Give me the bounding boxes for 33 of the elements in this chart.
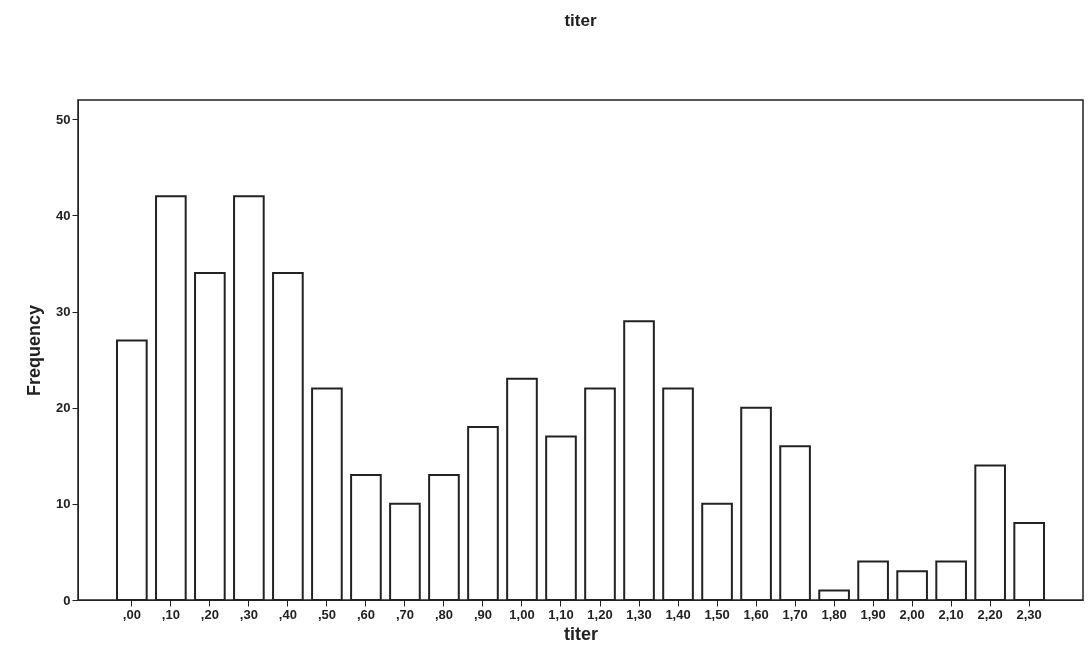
x-tick-label: 1,00 bbox=[509, 606, 535, 622]
y-tick-label: 10 bbox=[56, 496, 71, 512]
chart-title: titer bbox=[564, 11, 597, 30]
y-tick-label: 0 bbox=[63, 592, 71, 608]
x-tick-label: 2,30 bbox=[1016, 606, 1042, 622]
x-tick-label: 1,50 bbox=[704, 606, 730, 622]
x-tick-label: 2,00 bbox=[899, 606, 925, 622]
y-tick-label: 30 bbox=[56, 304, 71, 320]
x-tick-label: 1,30 bbox=[626, 606, 652, 622]
x-tick-label: 1,10 bbox=[548, 606, 574, 622]
x-tick-label: 2,10 bbox=[938, 606, 964, 622]
x-tick-label: ,20 bbox=[200, 606, 219, 622]
x-tick-label: ,80 bbox=[434, 606, 453, 622]
x-tick-label: ,60 bbox=[356, 606, 375, 622]
x-tick-label: ,40 bbox=[278, 606, 297, 622]
y-tick-label: 20 bbox=[56, 400, 71, 416]
x-tick-label: 1,20 bbox=[587, 606, 613, 622]
x-tick-label: 1,70 bbox=[782, 606, 808, 622]
x-tick-label: ,00 bbox=[122, 606, 141, 622]
y-axis-title: Frequency bbox=[24, 304, 45, 397]
x-tick-label: 1,60 bbox=[743, 606, 769, 622]
x-tick-label: 1,90 bbox=[860, 606, 886, 622]
x-tick-label: ,50 bbox=[317, 606, 336, 622]
x-tick-label: ,90 bbox=[473, 606, 492, 622]
y-tick-label: 50 bbox=[56, 111, 71, 127]
y-tick-label: 40 bbox=[56, 207, 71, 223]
x-tick-label: ,70 bbox=[395, 606, 414, 622]
x-tick-label: ,30 bbox=[239, 606, 258, 622]
x-tick-label: ,10 bbox=[161, 606, 180, 622]
x-tick-label: 1,80 bbox=[821, 606, 847, 622]
x-tick-label: 1,40 bbox=[665, 606, 691, 622]
x-axis-title: titer bbox=[563, 623, 599, 644]
x-tick-label: 2,20 bbox=[977, 606, 1003, 622]
